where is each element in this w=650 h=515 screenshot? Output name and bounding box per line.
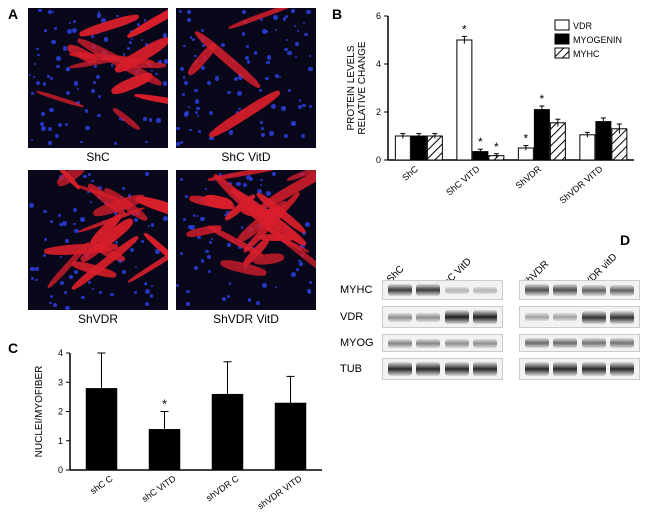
blot-row-label: MYOG (340, 337, 382, 349)
western-blot: ShCShC VitDShVDRShVDR vitDMYHCVDRMYOGTUB (340, 240, 640, 440)
svg-text:ShC VITD: ShC VITD (444, 164, 482, 198)
svg-text:shVDR C: shVDR C (204, 473, 241, 503)
blot-band (416, 284, 440, 296)
svg-text:2: 2 (376, 107, 381, 117)
blot-band (582, 338, 606, 348)
blot-row-label: MYHC (340, 284, 382, 296)
svg-text:4: 4 (58, 348, 63, 358)
blot-band (610, 338, 634, 348)
blot-band (525, 284, 549, 296)
blot-band (525, 362, 549, 375)
micro-label: ShC (28, 150, 168, 164)
svg-text:PROTEIN LEVELS: PROTEIN LEVELS (346, 45, 357, 130)
micro-shvdr-vitd: ShVDR VitD (176, 170, 316, 332)
svg-text:*: * (494, 140, 499, 154)
svg-text:*: * (478, 135, 483, 149)
blot-band (525, 313, 549, 321)
microscopy-grid: ShC ShC VitD ShVDR ShVDR VitD (28, 8, 316, 332)
micro-shc: ShC (28, 8, 168, 170)
blot-row-label: VDR (340, 311, 382, 323)
svg-text:RELATIVE CHANGE: RELATIVE CHANGE (357, 41, 368, 134)
svg-text:4: 4 (376, 59, 381, 69)
nuclei-myofiber-chart: 0 1 2 3 4 NUCLEI/MYOFIBER shC C * shC VITD shVDR … (28, 345, 328, 510)
svg-text:MYOGENIN: MYOGENIN (573, 35, 622, 45)
blot-strip (519, 358, 640, 379)
blot-band (445, 339, 469, 348)
blot-band (416, 362, 440, 375)
blot-strip (519, 280, 640, 300)
svg-text:VDR: VDR (573, 21, 593, 31)
svg-text:shVDR VITD: shVDR VITD (256, 473, 304, 510)
blot-row-label: TUB (340, 363, 382, 375)
blot-strip (382, 306, 503, 328)
blot-band (525, 338, 549, 348)
svg-text:3: 3 (58, 377, 63, 387)
panel-c-label: C (8, 340, 18, 356)
blot-band (445, 310, 469, 324)
blot-band (582, 285, 606, 296)
blot-band (553, 313, 577, 321)
blot-strip (382, 358, 503, 379)
blot-band (610, 285, 634, 296)
blot-strip (382, 280, 503, 300)
blot-band (445, 287, 469, 294)
blot-band (416, 339, 440, 348)
blot-band (388, 284, 412, 296)
svg-text:2: 2 (58, 407, 63, 417)
svg-text:ShC: ShC (400, 164, 420, 183)
svg-text:ShVDR VITD: ShVDR VITD (557, 164, 604, 206)
blot-strip (519, 334, 640, 352)
micro-shc-vitd: ShC VitD (176, 8, 316, 170)
blot-band (388, 339, 412, 348)
blot-band (610, 311, 634, 324)
blot-band (473, 310, 497, 324)
blot-band (582, 362, 606, 375)
svg-text:0: 0 (58, 465, 63, 475)
blot-band (388, 313, 412, 322)
panel-a-label: A (8, 6, 18, 22)
svg-text:1: 1 (58, 436, 63, 446)
blot-band (445, 362, 469, 375)
micro-label: ShVDR VitD (176, 312, 316, 326)
svg-text:*: * (540, 92, 545, 106)
svg-text:NUCLEI/MYOFIBER: NUCLEI/MYOFIBER (34, 366, 45, 458)
blot-band (610, 362, 634, 375)
svg-text:6: 6 (376, 11, 381, 21)
svg-text:shC VITD: shC VITD (140, 473, 178, 504)
blot-band (416, 313, 440, 322)
svg-text:0: 0 (376, 155, 381, 165)
svg-text:ShVDR: ShVDR (514, 164, 544, 191)
blot-band (553, 362, 577, 375)
svg-text:*: * (524, 132, 529, 146)
blot-band (473, 287, 497, 294)
micro-label: ShC VitD (176, 150, 316, 164)
svg-text:*: * (462, 22, 467, 36)
protein-levels-chart: 0 2 4 6 PROTEIN LEVELSRELATIVE CHANGE ShC * * * S… (340, 8, 640, 208)
blot-band (473, 339, 497, 348)
blot-band (473, 362, 497, 375)
svg-text:MYHC: MYHC (573, 49, 600, 59)
micro-shvdr: ShVDR (28, 170, 168, 332)
blot-band (582, 311, 606, 324)
blot-band (553, 338, 577, 348)
svg-text:shC C: shC C (88, 473, 115, 496)
blot-band (388, 362, 412, 375)
blot-strip (519, 306, 640, 328)
svg-text:*: * (162, 397, 167, 412)
micro-label: ShVDR (28, 312, 168, 326)
blot-band (553, 284, 577, 296)
blot-strip (382, 334, 503, 352)
